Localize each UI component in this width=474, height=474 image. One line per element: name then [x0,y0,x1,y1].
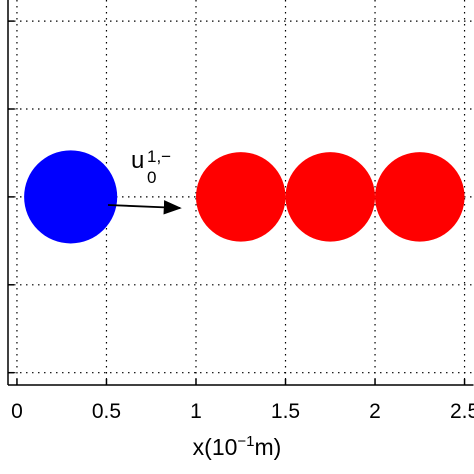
annotation-sub: 0 [147,168,156,187]
x-tick-label: 2.5 [450,400,474,423]
particle [375,152,465,242]
particle [285,152,376,242]
annotation: u 1,− 0 [131,147,171,187]
particle [195,152,286,242]
annotation-sup: 1,− [147,147,171,166]
x-tick-label: 2 [369,400,381,423]
x-label-after: m) [255,434,282,460]
marks [24,150,465,244]
particle [24,150,118,244]
annotation-text: u [131,147,144,174]
x-label-text: x(10 [193,434,238,460]
x-tick-label: 1 [190,400,202,423]
x-tick-label: 0 [11,400,23,423]
grid: 0 0.5 1 1.5 2 2.5 [7,0,474,423]
arrow [107,200,182,215]
x-axis-label: x(10−1m) [193,433,282,460]
x-tick-label: 0.5 [92,400,121,423]
x-tick-label: 1.5 [271,400,300,423]
x-label-sup: −1 [237,433,254,450]
